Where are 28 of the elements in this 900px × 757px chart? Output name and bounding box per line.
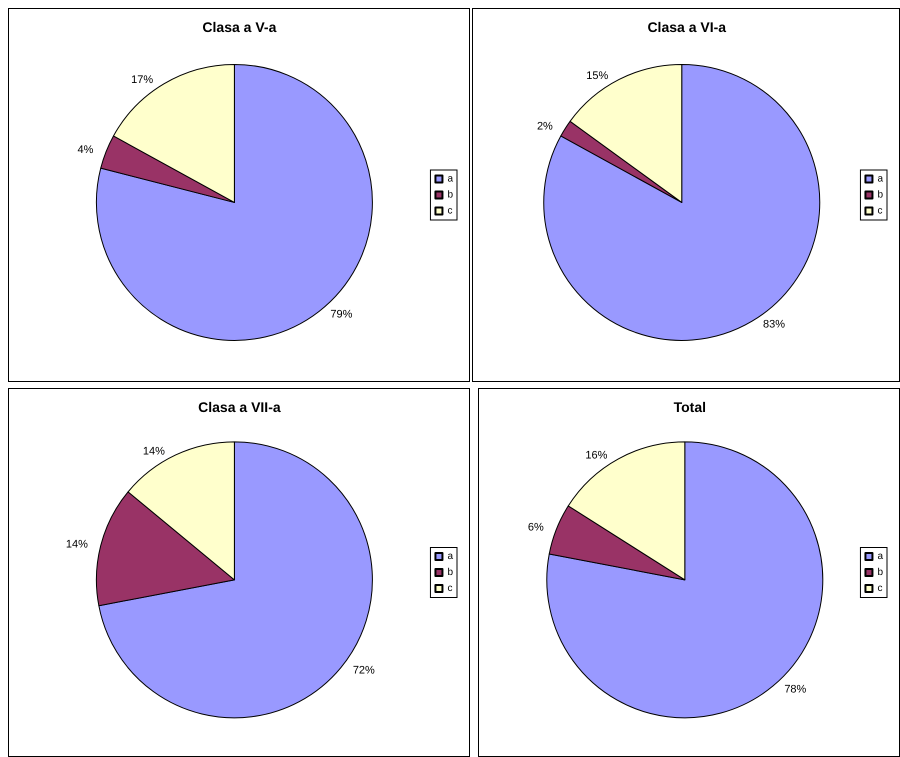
- legend-label: c: [447, 206, 452, 216]
- data-label: 4%: [77, 144, 94, 156]
- legend-label: c: [877, 583, 882, 594]
- data-label: 14%: [66, 538, 88, 551]
- data-label: 15%: [586, 70, 608, 82]
- data-label: 79%: [330, 308, 353, 321]
- data-label: 17%: [131, 74, 154, 86]
- legend-label: b: [447, 567, 454, 578]
- data-label: 83%: [763, 318, 786, 331]
- legend-label: b: [877, 567, 884, 578]
- data-label: 72%: [352, 664, 376, 676]
- legend-label: b: [447, 190, 454, 200]
- legend-label: a: [447, 551, 454, 562]
- chart-title: Clasa a V-a: [202, 19, 277, 35]
- data-label: 6%: [528, 522, 544, 534]
- data-label: 78%: [784, 683, 807, 696]
- data-label: 2%: [536, 120, 554, 132]
- legend-label: a: [877, 551, 884, 562]
- legend-label: c: [877, 206, 882, 216]
- legend-label: b: [877, 190, 884, 200]
- chart-title: Total: [674, 399, 706, 415]
- legend-label: a: [447, 174, 454, 184]
- legend-label: a: [877, 174, 884, 184]
- data-label: 14%: [142, 445, 166, 458]
- legend-label: c: [447, 583, 452, 594]
- data-label: 16%: [585, 449, 608, 462]
- chart-title: Clasa a VI-a: [647, 19, 726, 35]
- chart-title: Clasa a VII-a: [198, 399, 281, 415]
